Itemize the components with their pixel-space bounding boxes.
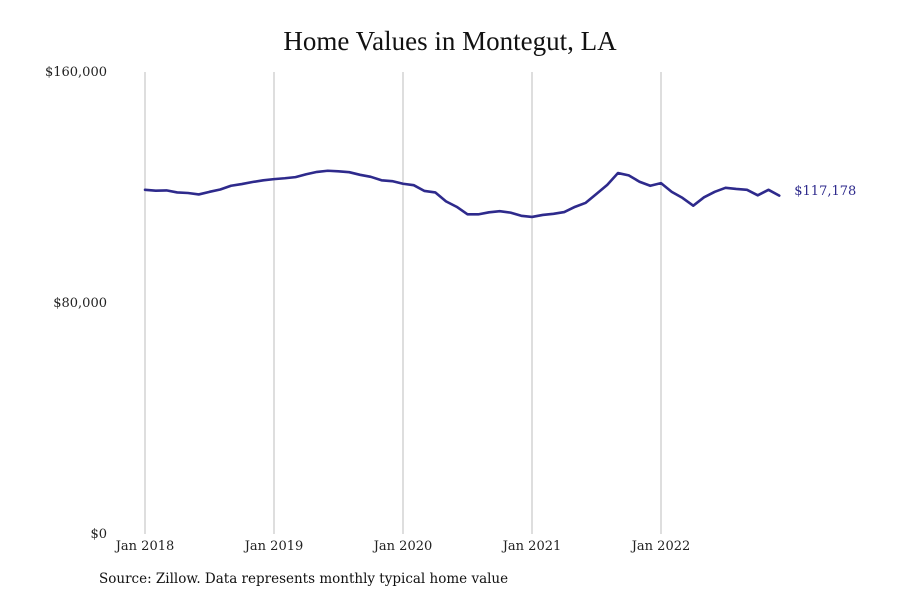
x-axis: Jan 2018 Jan 2019 Jan 2020 Jan 2021 Jan 2022	[114, 539, 691, 554]
series-layer: $117,178	[143, 169, 856, 219]
grid-lines	[144, 72, 662, 534]
x-tick-label: Jan 2021	[501, 539, 562, 554]
x-tick-label: Jan 2018	[114, 539, 175, 554]
y-tick-label: $160,000	[45, 65, 107, 80]
x-tick-label: Jan 2020	[372, 539, 433, 554]
series-end-value-label: $117,178	[794, 184, 856, 199]
x-tick-label: Jan 2019	[243, 539, 304, 554]
y-tick-label: $0	[90, 527, 107, 542]
y-axis: $0 $80,000 $160,000	[45, 65, 107, 542]
y-tick-label: $80,000	[53, 296, 107, 311]
series-line	[143, 169, 781, 219]
chart-title: Home Values in Montegut, LA	[283, 26, 617, 56]
x-tick-label: Jan 2022	[630, 539, 691, 554]
chart-source-note: Source: Zillow. Data represents monthly …	[99, 571, 509, 587]
